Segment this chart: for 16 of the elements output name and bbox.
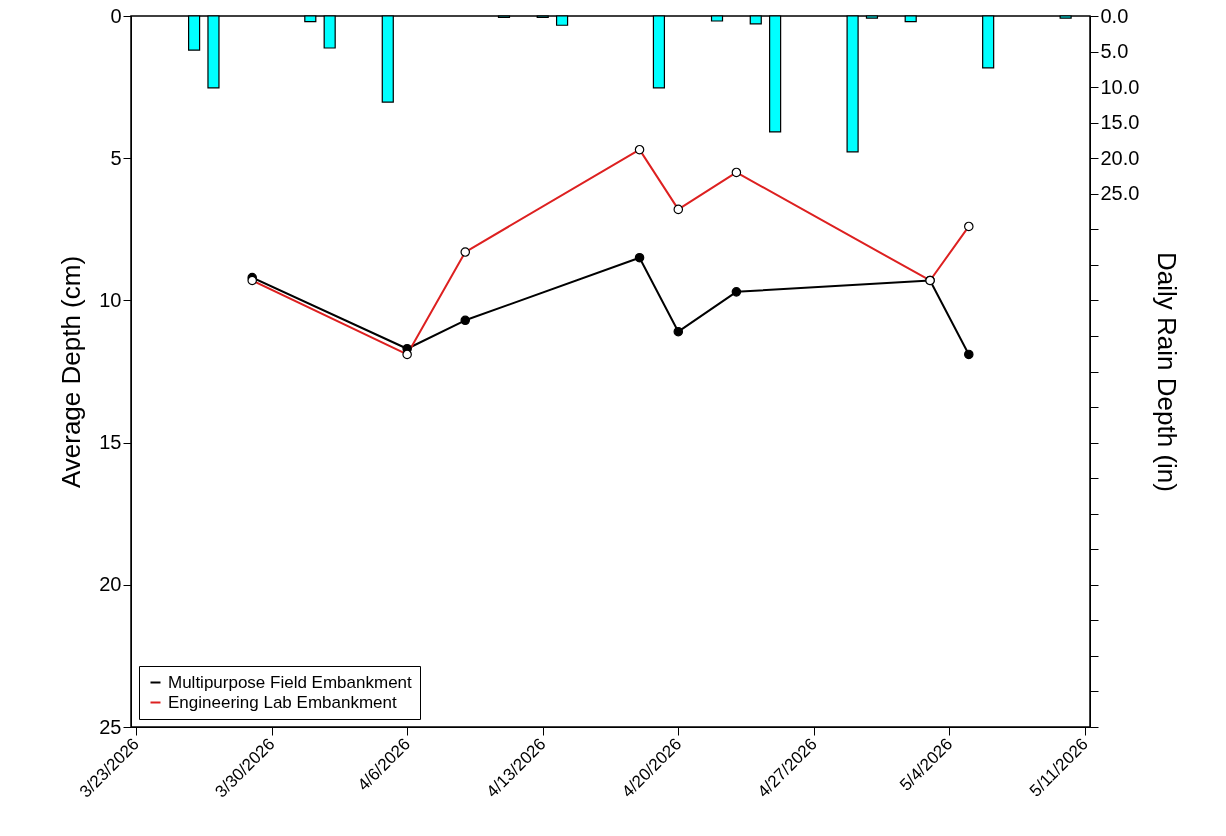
y2-tick-label: 25.0 — [1100, 182, 1140, 205]
y-tick-label: 25 — [99, 715, 122, 738]
legend-label: Multipurpose Field Embankment — [168, 672, 413, 692]
legend-label: Engineering Lab Embankment — [168, 692, 397, 712]
y-tick-label: 15 — [99, 431, 122, 454]
y2-tick-label: 20.0 — [1100, 146, 1140, 169]
y-axis-title: Average Depth (cm) — [56, 255, 87, 489]
y-tick-label: 0 — [110, 4, 122, 27]
y2-tick-label: 5.0 — [1100, 40, 1129, 63]
y2-tick-label: 10.0 — [1100, 75, 1140, 98]
y-tick-label: 10 — [99, 288, 122, 311]
y-tick-label: 5 — [110, 146, 122, 169]
y-tick-label: 20 — [99, 573, 122, 596]
y2-axis-title: Daily Rain Depth (in) — [1152, 252, 1183, 492]
y2-tick-label: 15.0 — [1100, 111, 1140, 134]
y2-tick-label: 0.0 — [1100, 4, 1129, 27]
